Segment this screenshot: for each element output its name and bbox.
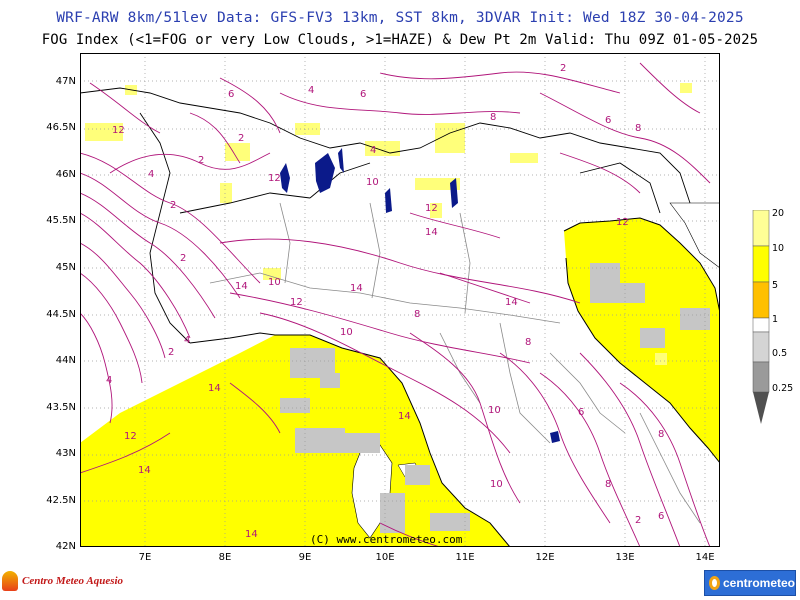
contour-label: 12: [290, 297, 303, 308]
lat-label-44-5n: 44.5N: [46, 309, 76, 320]
contour-label: 2: [170, 200, 176, 211]
contour-label: 10: [490, 479, 503, 490]
contour-label: 12: [268, 173, 281, 184]
contour-label: 8: [490, 112, 496, 123]
contour-label: 2: [168, 347, 174, 358]
contour-label: 6: [360, 89, 366, 100]
colorbar-triangle: [753, 392, 769, 424]
contour-label: 6: [605, 115, 611, 126]
contour-label: 6: [658, 511, 664, 522]
contour-label: 2: [198, 155, 204, 166]
colorbar-label-0-5: 0.5: [772, 348, 788, 359]
lat-label-42-5n: 42.5N: [46, 495, 76, 506]
contour-label: 2: [180, 253, 186, 264]
lat-label-46n: 46N: [55, 169, 76, 180]
aquesio-badge-icon: [2, 571, 18, 591]
centrometeo-logo-text: centrometeo: [722, 576, 795, 590]
coastlines: [189, 217, 720, 547]
contour-label: 10: [268, 277, 281, 288]
contour-label: 6: [578, 407, 584, 418]
colorbar-segment-20: [752, 210, 770, 247]
contour-label: 14: [208, 383, 221, 394]
contour-label: 14: [398, 411, 411, 422]
centrometeo-ring-icon: [709, 576, 720, 590]
fog-patches: [280, 263, 710, 533]
lat-label-47n: 47N: [55, 76, 76, 87]
lon-label-7e: 7E: [138, 552, 152, 563]
balkan-coast: [669, 202, 720, 269]
map-title-line-2: FOG Index (<1=FOG or very Low Clouds, >1…: [41, 32, 759, 48]
contour-label: 14: [235, 281, 248, 292]
centrometeo-logo: centrometeo: [704, 570, 796, 596]
lat-label-42n: 42N: [55, 541, 76, 552]
contour-label: 14: [425, 227, 438, 238]
contour-label: 4: [308, 85, 314, 96]
contour-label: 4: [370, 145, 376, 156]
colorbar-label-1: 1: [772, 314, 779, 325]
lat-label-43n: 43N: [55, 448, 76, 459]
contour-label: 4: [184, 335, 190, 346]
colorbar-label-0-25: 0.25: [772, 383, 794, 394]
contour-label: 6: [228, 89, 234, 100]
fog-index-map: 6 4 6 2 8 6 8 12 2 4 2 4 12 10 2 12 14 1…: [80, 53, 720, 547]
lat-label-46-5n: 46.5N: [46, 122, 76, 133]
copyright-text: (C) www.centrometeo.com: [310, 533, 463, 546]
lat-label-44n: 44N: [55, 355, 76, 366]
lon-label-8e: 8E: [218, 552, 232, 563]
contour-label: 14: [350, 283, 363, 294]
colorbar-segment-1: [752, 317, 770, 333]
colorbar-label-10: 10: [772, 243, 785, 254]
centro-meteo-aquesio-logo: Centro Meteo Aquesio: [2, 569, 123, 593]
contour-label: 8: [605, 479, 611, 490]
contour-label: 12: [425, 203, 438, 214]
contour-label: 8: [658, 429, 664, 440]
colorbar-label-5: 5: [772, 280, 779, 291]
graticule: [80, 53, 720, 547]
lon-label-11e: 11E: [455, 552, 475, 563]
colorbar-segment-10: [752, 245, 770, 283]
lon-label-13e: 13E: [615, 552, 635, 563]
contour-label: 8: [635, 123, 641, 134]
contour-label: 12: [616, 217, 629, 228]
region-borders: [209, 202, 701, 524]
haze-patches: [85, 83, 692, 365]
contour-label: 8: [414, 309, 420, 320]
contour-label: 2: [560, 63, 566, 74]
contour-label: 14: [138, 465, 151, 476]
lat-label-45-5n: 45.5N: [46, 215, 76, 226]
contour-label: 12: [124, 431, 137, 442]
lon-label-10e: 10E: [375, 552, 395, 563]
contour-label: 14: [505, 297, 518, 308]
contour-label: 12: [112, 125, 125, 136]
lat-label-45n: 45N: [55, 262, 76, 273]
lakes: [280, 148, 560, 443]
colorbar-segment-5: [752, 281, 770, 319]
contour-label: 10: [366, 177, 379, 188]
colorbar-label-20: 20: [772, 208, 785, 219]
lon-label-9e: 9E: [298, 552, 312, 563]
aquesio-logo-text: Centro Meteo Aquesio: [22, 575, 124, 587]
contour-label: 10: [340, 327, 353, 338]
contour-label: 2: [635, 515, 641, 526]
fog-index-colorbar: [752, 210, 770, 424]
colorbar-segment-0-25: [752, 361, 770, 393]
contour-label: 8: [525, 337, 531, 348]
contour-label: 10: [488, 405, 501, 416]
map-title-line-1: WRF-ARW 8km/51lev Data: GFS-FV3 13km, SS…: [56, 10, 744, 26]
contour-label: 14: [245, 529, 258, 540]
dew-point-contours: [80, 62, 711, 547]
contour-label: 2: [238, 133, 244, 144]
lon-label-14e: 14E: [695, 552, 715, 563]
contour-label-group: 6 4 6 2 8 6 8 12 2 4 2 4 12 10 2 12 14 1…: [106, 63, 664, 540]
lat-label-43-5n: 43.5N: [46, 402, 76, 413]
lon-label-12e: 12E: [535, 552, 555, 563]
map-frame: [80, 53, 720, 547]
contour-label: 4: [148, 169, 154, 180]
colorbar-segment-0-5: [752, 331, 770, 363]
contour-label: 4: [106, 375, 112, 386]
